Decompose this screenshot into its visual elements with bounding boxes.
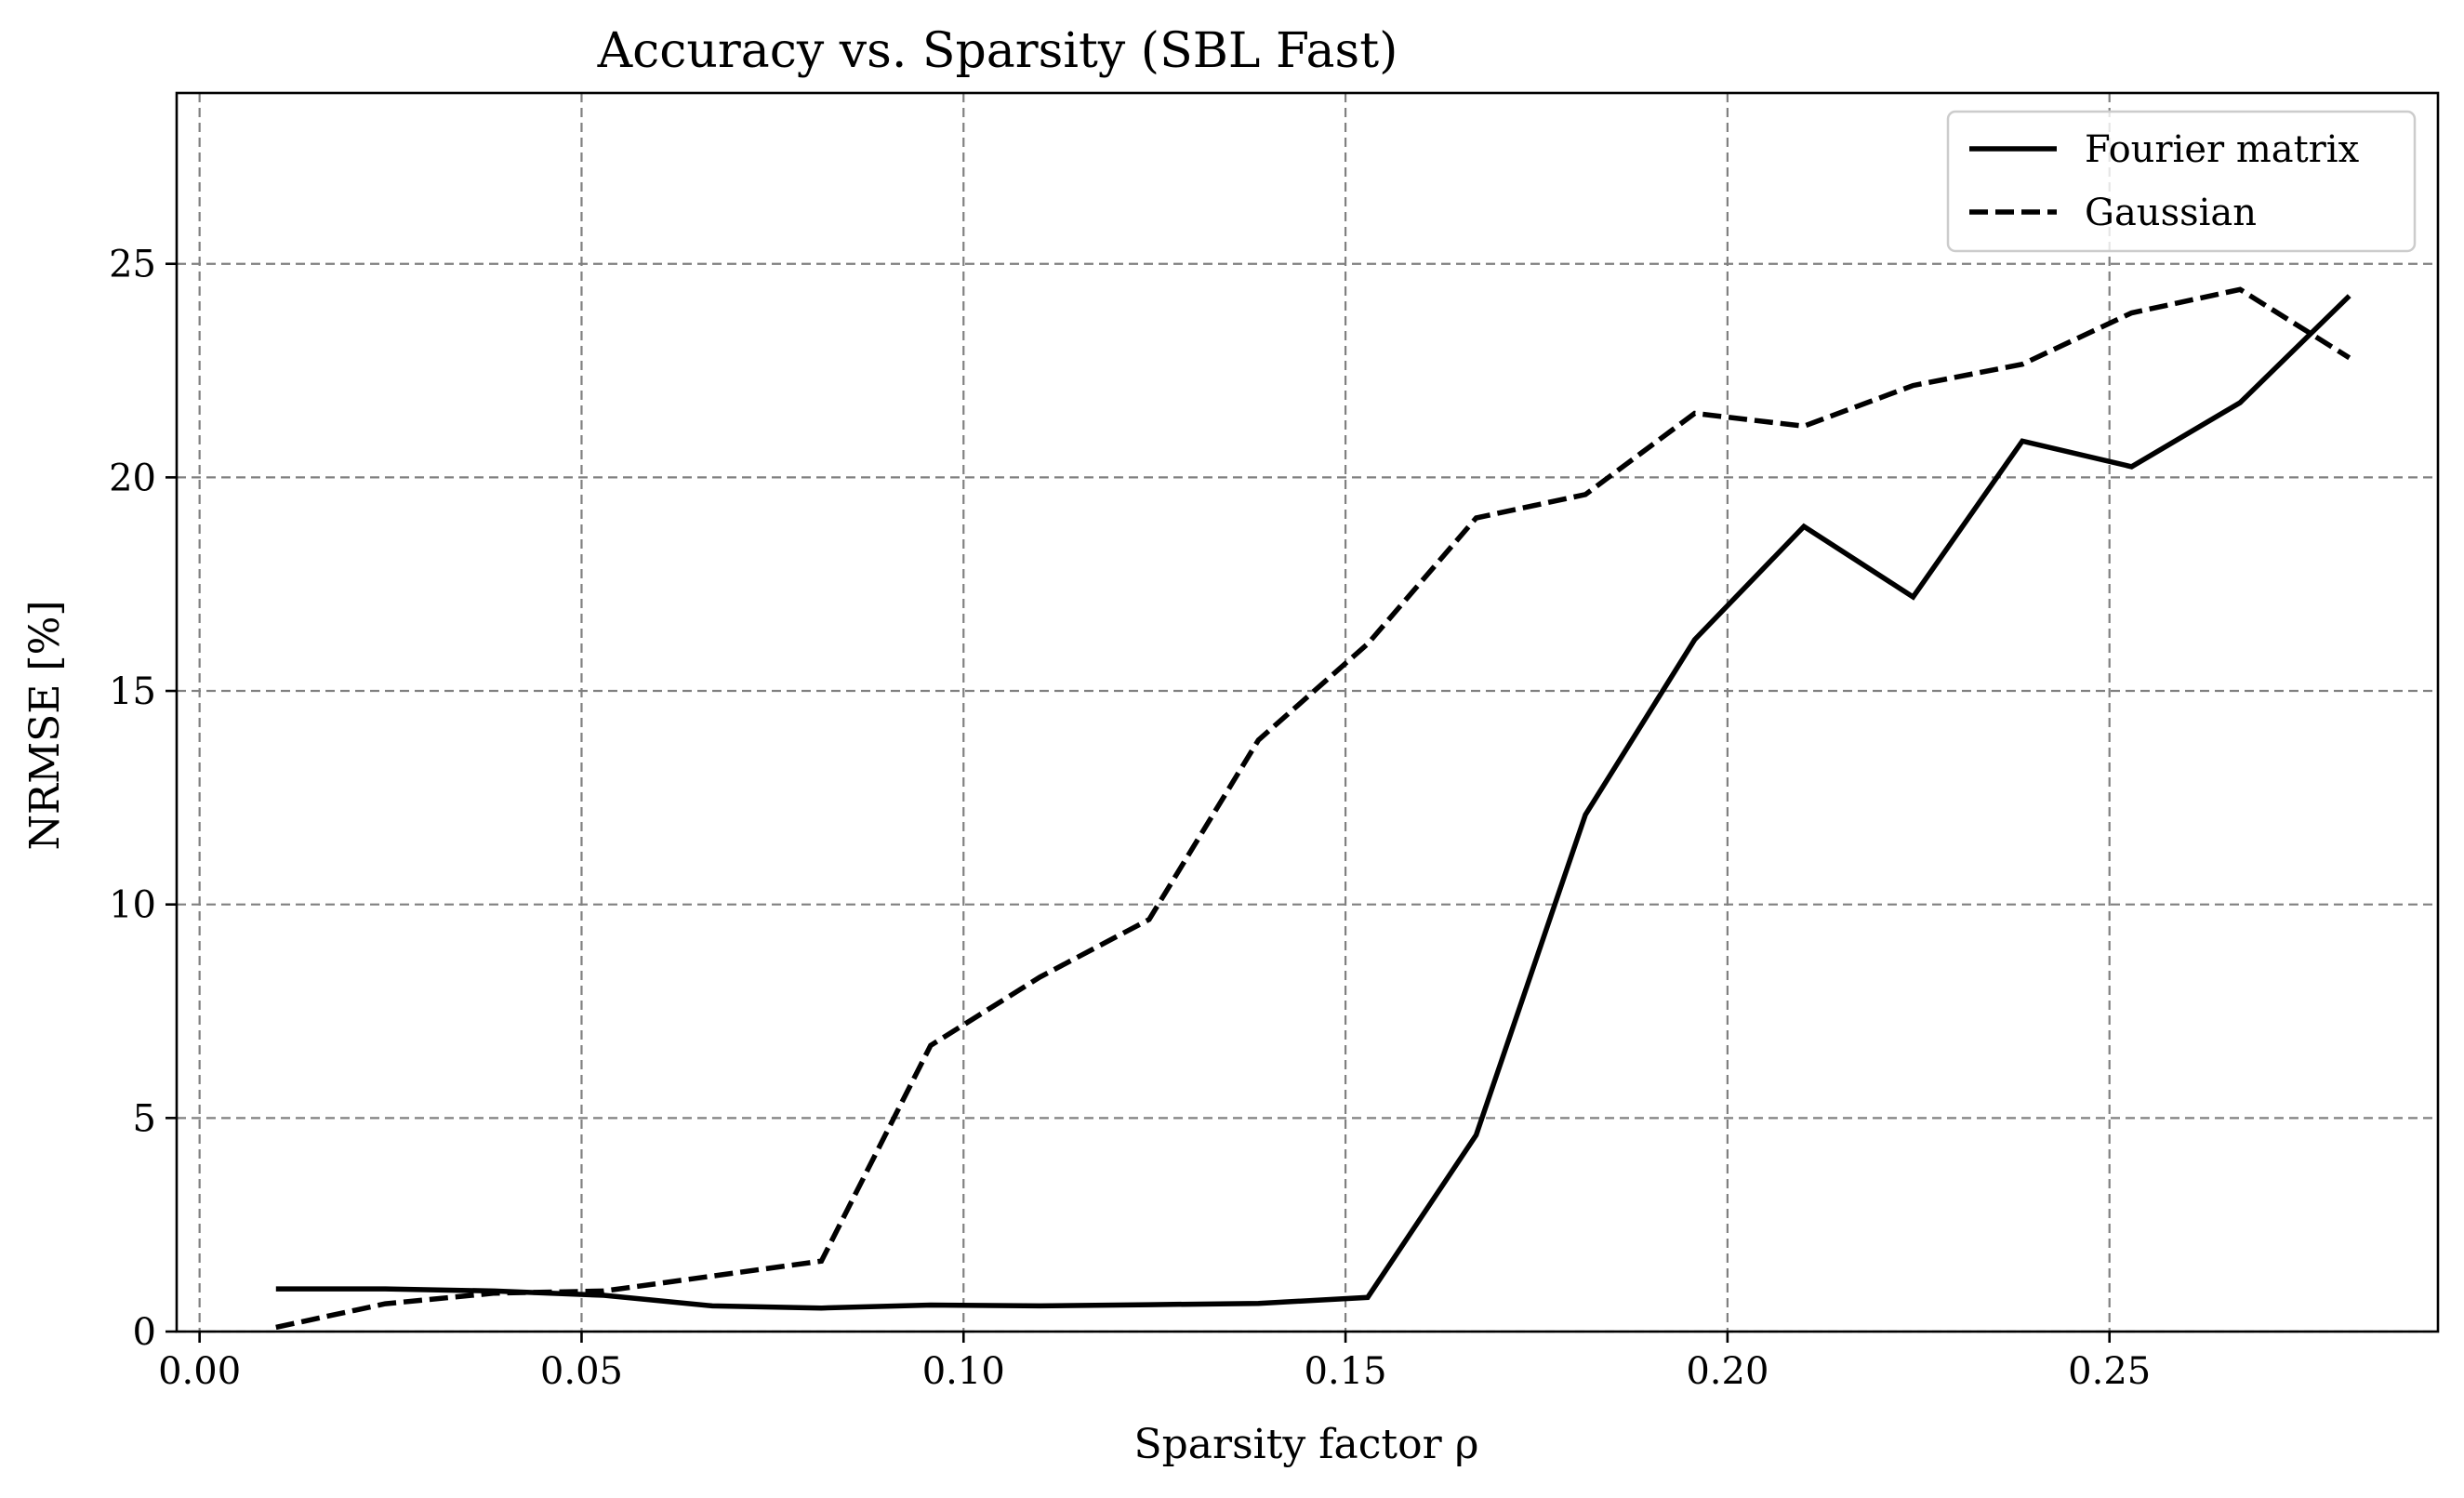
x-tick-label: 0.05 [540, 1350, 623, 1393]
series-line-fourier-matrix [275, 294, 2351, 1311]
x-tick-label: 0.15 [1305, 1350, 1387, 1393]
legend-label: Fourier matrix [2085, 128, 2360, 171]
legend: Fourier matrix Gaussian [1946, 110, 2417, 253]
x-axis-label: Sparsity factor ρ [1134, 1421, 1479, 1468]
y-tick-label: 10 [109, 884, 156, 927]
plot-frame [175, 91, 2440, 1333]
x-tick-label: 0.25 [2068, 1350, 2151, 1393]
x-tick-label: 0.10 [922, 1350, 1005, 1393]
chart-title: Accuracy vs. Sparsity (SBL Fast) [597, 23, 1398, 79]
y-tick-label: 20 [109, 457, 156, 499]
y-tick-label: 15 [109, 670, 156, 713]
y-tick-label: 5 [133, 1097, 156, 1140]
y-tick-label: 25 [109, 244, 156, 286]
series-lines [275, 286, 2351, 1331]
y-tick-label: 0 [133, 1311, 156, 1354]
x-tick-label: 0.20 [1686, 1350, 1769, 1393]
series-line-gaussian [275, 286, 2351, 1331]
x-tick-label: 0.00 [158, 1350, 241, 1393]
y-axis-label: NRMSE [%] [21, 600, 69, 850]
legend-label: Gaussian [2085, 192, 2257, 234]
legend-box [1946, 110, 2417, 253]
grid-lines [177, 93, 2438, 1333]
axis-ticks: 0.00 0.05 0.10 0.15 0.20 0.25 0 5 10 15 20 25 [109, 244, 2151, 1393]
